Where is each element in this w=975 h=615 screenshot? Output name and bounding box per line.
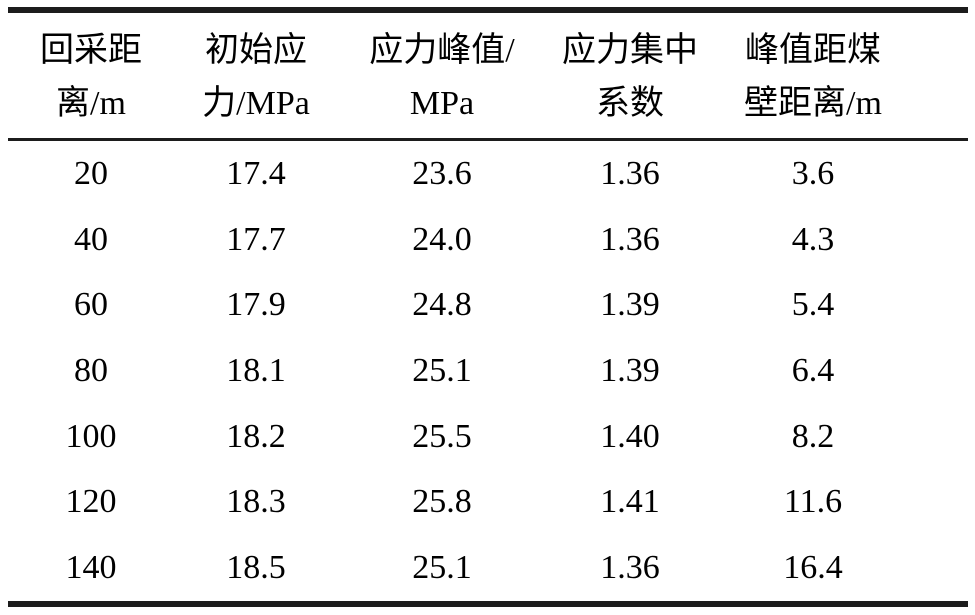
table-cell: 18.5 <box>226 549 286 587</box>
table-cell: 5.4 <box>791 286 835 324</box>
table-cell: 6.4 <box>791 351 835 389</box>
table-cell: 80 <box>74 351 108 389</box>
table-row: 80 18.1 25.1 1.39 6.4 <box>8 338 968 404</box>
table-cell: 40 <box>74 220 108 258</box>
table-row: 60 17.9 24.8 1.39 5.4 <box>8 272 968 338</box>
table-cell: 11.6 <box>783 483 843 521</box>
table-cell: 8.2 <box>791 417 835 455</box>
header-line: 系数 <box>596 85 664 122</box>
table-cell: 16.4 <box>783 549 843 587</box>
table-cell: 25.1 <box>412 549 472 587</box>
table-cell: 25.5 <box>412 417 472 455</box>
header-cell-initial-stress: 初始应 力/MPa <box>174 24 338 138</box>
table-cell: 18.3 <box>226 483 286 521</box>
table-cell: 140 <box>65 549 117 587</box>
header-cell-peak-stress: 应力峰值/ MPa <box>338 24 546 138</box>
table-cell: 17.4 <box>226 154 286 192</box>
header-cell-peak-to-wall-distance: 峰值距煤 壁距离/m <box>714 24 912 138</box>
table-cell: 4.3 <box>791 220 835 258</box>
table-cell: 25.1 <box>412 351 472 389</box>
table-cell: 18.2 <box>226 417 286 455</box>
table-cell: 20 <box>74 154 108 192</box>
table-cell: 23.6 <box>412 154 472 192</box>
header-line: 应力峰值/ <box>369 32 515 69</box>
header-line: MPa <box>409 85 475 122</box>
table-cell: 24.8 <box>412 286 472 324</box>
table-row: 100 18.2 25.5 1.40 8.2 <box>8 404 968 470</box>
table-cell: 18.1 <box>226 351 286 389</box>
table-cell: 1.41 <box>600 483 660 521</box>
table-cell: 3.6 <box>791 154 835 192</box>
table-cell: 1.39 <box>600 286 660 324</box>
table-cell: 1.36 <box>600 220 660 258</box>
header-line: 峰值距煤 <box>745 32 881 69</box>
table-cell: 25.8 <box>412 483 472 521</box>
table-row: 120 18.3 25.8 1.41 11.6 <box>8 470 968 536</box>
header-line: 离/m <box>56 85 126 122</box>
table-cell: 1.36 <box>600 154 660 192</box>
table-cell: 100 <box>65 417 117 455</box>
table-row: 20 17.4 23.6 1.36 3.6 <box>8 141 968 207</box>
table-cell: 1.36 <box>600 549 660 587</box>
header-line: 壁距离/m <box>744 85 882 122</box>
table-cell: 1.40 <box>600 417 660 455</box>
table-row: 140 18.5 25.1 1.36 16.4 <box>8 535 968 601</box>
header-cell-mining-distance: 回采距 离/m <box>8 24 174 138</box>
table-cell: 1.39 <box>600 351 660 389</box>
table-cell: 60 <box>74 286 108 324</box>
table-body: 20 17.4 23.6 1.36 3.6 40 17.7 24.0 1.36 … <box>8 141 968 601</box>
table-cell: 24.0 <box>412 220 472 258</box>
header-line: 力/MPa <box>202 85 310 122</box>
header-line: 初始应 <box>205 32 307 69</box>
data-table: 回采距 离/m 初始应 力/MPa 应力峰值/ MPa 应力集中 系数 峰值距煤… <box>8 7 968 607</box>
table-header-row: 回采距 离/m 初始应 力/MPa 应力峰值/ MPa 应力集中 系数 峰值距煤… <box>8 13 968 141</box>
table-cell: 120 <box>65 483 117 521</box>
table-cell: 17.7 <box>226 220 286 258</box>
table-cell: 17.9 <box>226 286 286 324</box>
header-line: 应力集中 <box>562 32 698 69</box>
table-row: 40 17.7 24.0 1.36 4.3 <box>8 207 968 273</box>
header-line: 回采距 <box>40 32 142 69</box>
header-cell-concentration-factor: 应力集中 系数 <box>546 24 714 138</box>
